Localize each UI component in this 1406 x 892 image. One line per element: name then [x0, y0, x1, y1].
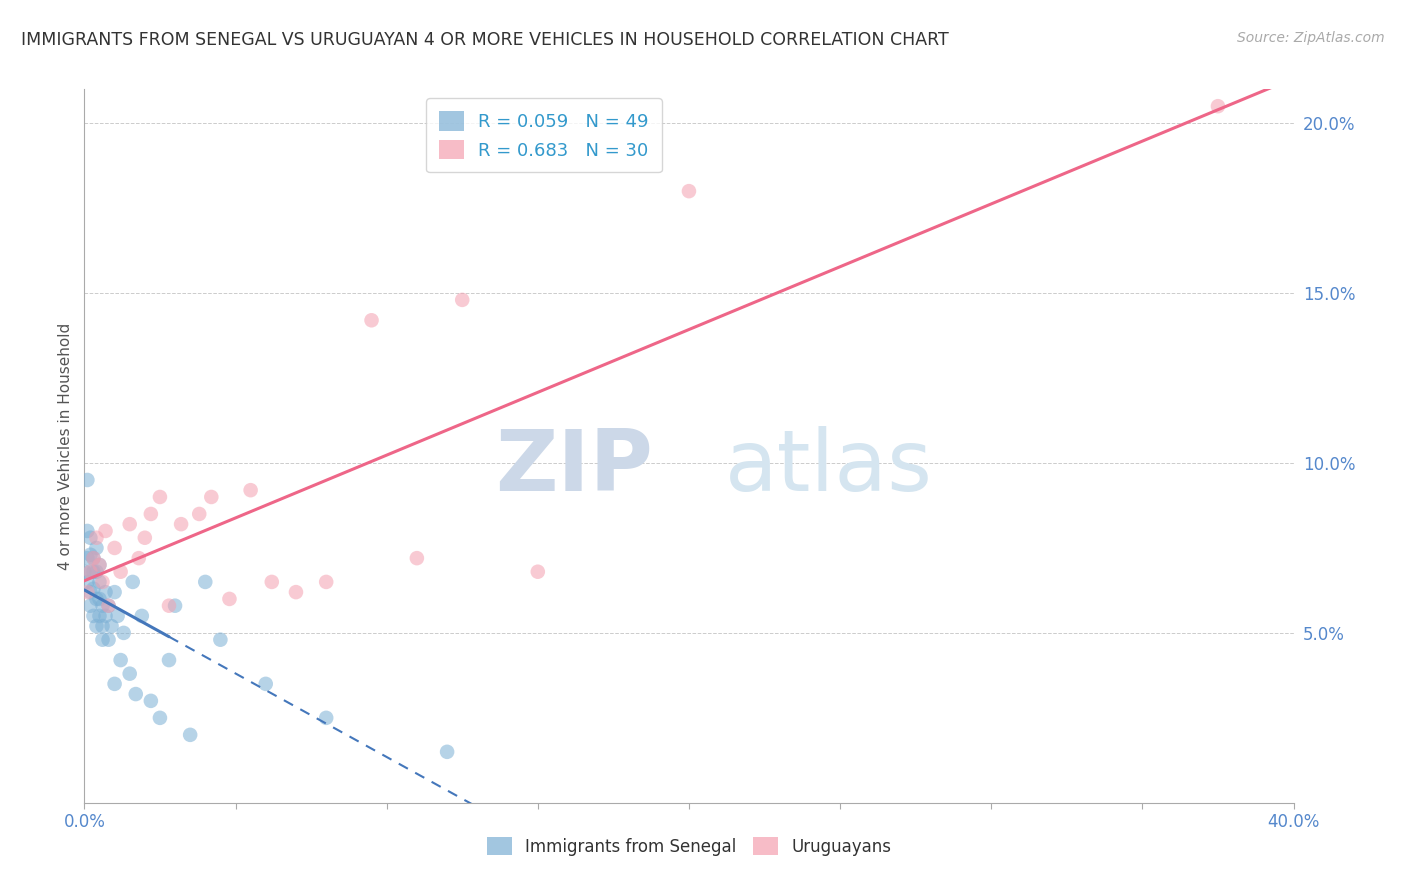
Point — [89, 591, 111, 606]
Point — [118, 517, 141, 532]
Point — [86, 541, 108, 555]
Point — [110, 653, 132, 667]
Point — [315, 574, 337, 589]
Point — [76, 585, 98, 599]
Point — [82, 582, 104, 596]
Point — [73, 565, 96, 579]
Point — [82, 608, 104, 623]
Point — [91, 632, 114, 647]
Point — [188, 507, 211, 521]
Point — [82, 551, 104, 566]
Point — [76, 551, 98, 566]
Point — [79, 531, 101, 545]
Point — [678, 184, 700, 198]
Point — [157, 653, 180, 667]
Point — [121, 574, 143, 589]
Point — [285, 585, 308, 599]
Point — [1206, 99, 1229, 113]
Point — [218, 591, 240, 606]
Point — [149, 490, 172, 504]
Point — [134, 531, 156, 545]
Point — [94, 524, 117, 538]
Point — [200, 490, 222, 504]
Point — [89, 558, 111, 572]
Text: Source: ZipAtlas.com: Source: ZipAtlas.com — [1237, 31, 1385, 45]
Text: atlas: atlas — [725, 425, 934, 509]
Point — [139, 507, 162, 521]
Point — [91, 574, 114, 589]
Point — [157, 599, 180, 613]
Point — [86, 619, 108, 633]
Point — [76, 524, 98, 538]
Point — [179, 728, 201, 742]
Point — [94, 608, 117, 623]
Point — [139, 694, 162, 708]
Point — [131, 608, 153, 623]
Y-axis label: 4 or more Vehicles in Household: 4 or more Vehicles in Household — [58, 322, 73, 570]
Point — [82, 565, 104, 579]
Point — [315, 711, 337, 725]
Point — [451, 293, 474, 307]
Point — [89, 574, 111, 589]
Point — [89, 608, 111, 623]
Point — [86, 531, 108, 545]
Point — [86, 565, 108, 579]
Point — [149, 711, 172, 725]
Point — [118, 666, 141, 681]
Point — [79, 565, 101, 579]
Point — [76, 574, 98, 589]
Point — [107, 608, 129, 623]
Point — [527, 565, 550, 579]
Point — [104, 677, 127, 691]
Point — [97, 632, 120, 647]
Point — [165, 599, 187, 613]
Legend: Immigrants from Senegal, Uruguayans: Immigrants from Senegal, Uruguayans — [479, 830, 898, 863]
Point — [79, 599, 101, 613]
Point — [194, 574, 217, 589]
Point — [360, 313, 382, 327]
Point — [82, 551, 104, 566]
Point — [91, 619, 114, 633]
Point — [104, 585, 127, 599]
Point — [436, 745, 458, 759]
Point — [170, 517, 193, 532]
Point — [239, 483, 262, 498]
Point — [97, 599, 120, 613]
Point — [100, 619, 122, 633]
Point — [86, 591, 108, 606]
Point — [128, 551, 150, 566]
Point — [209, 632, 232, 647]
Point — [76, 473, 98, 487]
Point — [79, 548, 101, 562]
Point — [112, 626, 135, 640]
Point — [79, 565, 101, 579]
Point — [254, 677, 277, 691]
Point — [79, 585, 101, 599]
Point — [104, 541, 127, 555]
Point — [110, 565, 132, 579]
Text: IMMIGRANTS FROM SENEGAL VS URUGUAYAN 4 OR MORE VEHICLES IN HOUSEHOLD CORRELATION: IMMIGRANTS FROM SENEGAL VS URUGUAYAN 4 O… — [21, 31, 949, 49]
Text: ZIP: ZIP — [495, 425, 652, 509]
Point — [260, 574, 283, 589]
Point — [94, 585, 117, 599]
Point — [89, 558, 111, 572]
Point — [125, 687, 148, 701]
Point — [91, 599, 114, 613]
Point — [406, 551, 429, 566]
Point — [97, 599, 120, 613]
